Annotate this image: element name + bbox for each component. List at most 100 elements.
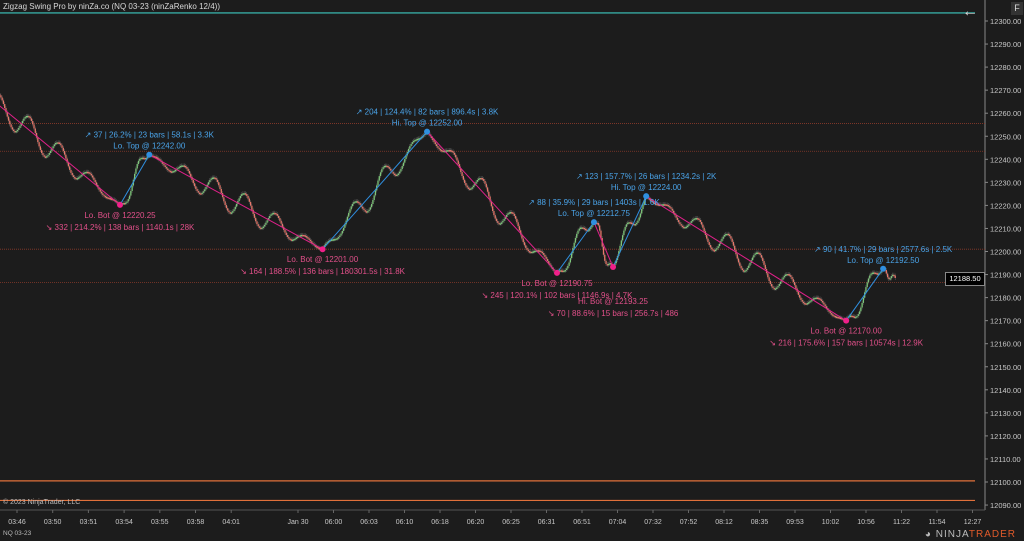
up-brick xyxy=(413,140,415,143)
up-brick xyxy=(662,204,665,206)
pivot-stats-label: ↘ 164 | 188.5% | 136 bars | 180301.5s | … xyxy=(240,267,406,276)
down-brick xyxy=(10,124,12,128)
down-brick xyxy=(74,176,76,179)
instrument-label: NQ 03-23 xyxy=(3,530,32,537)
pivot-stats-label: ↗ 123 | 157.7% | 26 bars | 1234.2s | 2K xyxy=(576,172,717,181)
down-brick xyxy=(386,165,388,168)
down-brick xyxy=(200,193,202,195)
time-tick-label: 03:55 xyxy=(151,519,169,526)
time-tick-label: 06:25 xyxy=(502,519,520,526)
price-tick-label: 12130.00 xyxy=(990,409,1021,418)
up-brick xyxy=(369,207,372,210)
pivot-name-label: Lo. Top @ 12212.75 xyxy=(558,209,631,218)
up-brick xyxy=(401,166,403,170)
down-brick xyxy=(838,317,840,319)
down-brick xyxy=(184,165,187,168)
down-brick xyxy=(549,263,551,266)
down-brick xyxy=(734,245,736,250)
up-brick xyxy=(404,159,406,163)
up-swing-line xyxy=(556,221,595,274)
down-brick xyxy=(303,234,305,237)
up-brick xyxy=(419,137,421,140)
down-brick xyxy=(100,191,103,194)
down-brick xyxy=(759,253,761,256)
up-brick xyxy=(638,217,640,221)
down-brick xyxy=(711,247,713,250)
price-tick-label: 12190.00 xyxy=(990,271,1021,280)
down-brick xyxy=(304,235,307,237)
up-brick xyxy=(368,209,370,212)
down-brick xyxy=(9,120,11,125)
up-brick xyxy=(684,227,686,229)
down-brick xyxy=(653,202,656,204)
up-brick xyxy=(125,202,127,205)
up-brick xyxy=(177,167,179,170)
up-brick xyxy=(871,272,873,275)
up-brick xyxy=(532,251,535,253)
down-brick xyxy=(740,265,742,269)
up-brick xyxy=(213,177,215,179)
up-brick xyxy=(181,165,183,167)
down-brick xyxy=(498,222,500,225)
up-brick xyxy=(745,269,747,272)
down-brick xyxy=(493,211,495,216)
down-brick xyxy=(288,237,290,239)
up-brick xyxy=(382,167,384,170)
down-brick xyxy=(39,146,42,151)
up-brick xyxy=(639,213,642,218)
up-brick xyxy=(230,212,233,214)
down-brick xyxy=(362,206,364,209)
down-brick xyxy=(703,227,705,232)
up-brick xyxy=(122,203,124,205)
up-brick xyxy=(48,153,50,155)
up-brick xyxy=(865,287,867,293)
up-brick xyxy=(234,206,236,210)
down-brick xyxy=(28,115,30,118)
down-brick xyxy=(741,268,744,271)
up-brick xyxy=(661,204,663,206)
up-brick xyxy=(52,146,54,149)
up-brick xyxy=(776,287,778,290)
down-brick xyxy=(246,194,248,196)
down-brick xyxy=(69,166,71,170)
down-brick xyxy=(461,172,463,177)
pivot-name-label: Hi. Bot @ 12193.25 xyxy=(578,297,648,306)
up-brick xyxy=(569,258,572,263)
down-brick xyxy=(800,297,802,300)
down-brick xyxy=(669,205,671,208)
down-brick xyxy=(388,167,391,169)
down-brick xyxy=(606,264,608,266)
up-brick xyxy=(272,212,275,215)
down-brick xyxy=(494,215,496,219)
pivot-name-label: Lo. Bot @ 12190.75 xyxy=(521,279,593,288)
down-brick xyxy=(630,222,633,224)
down-brick xyxy=(886,273,889,278)
down-brick xyxy=(451,150,453,152)
up-brick xyxy=(637,220,639,223)
up-brick xyxy=(326,242,328,244)
f-button[interactable]: F xyxy=(1011,2,1023,15)
down-brick xyxy=(65,154,67,159)
down-brick xyxy=(256,221,258,225)
time-tick-label: 09:53 xyxy=(786,519,804,526)
up-brick xyxy=(76,178,78,180)
down-brick xyxy=(833,315,835,317)
down-brick xyxy=(816,297,819,300)
up-brick xyxy=(565,268,568,270)
down-brick xyxy=(830,313,833,315)
arrow-left-icon[interactable]: ← xyxy=(962,3,978,20)
down-brick xyxy=(449,150,452,152)
down-brick xyxy=(821,300,824,303)
up-brick xyxy=(813,298,815,300)
up-brick xyxy=(508,212,510,214)
down-brick xyxy=(227,208,229,211)
down-brick xyxy=(220,188,222,194)
down-brick xyxy=(893,274,895,277)
price-tick-label: 12100.00 xyxy=(990,478,1021,487)
up-brick xyxy=(353,202,355,204)
down-brick xyxy=(38,142,40,147)
down-brick xyxy=(393,173,396,176)
up-brick xyxy=(239,195,242,199)
price-tick-label: 12200.00 xyxy=(990,248,1021,257)
